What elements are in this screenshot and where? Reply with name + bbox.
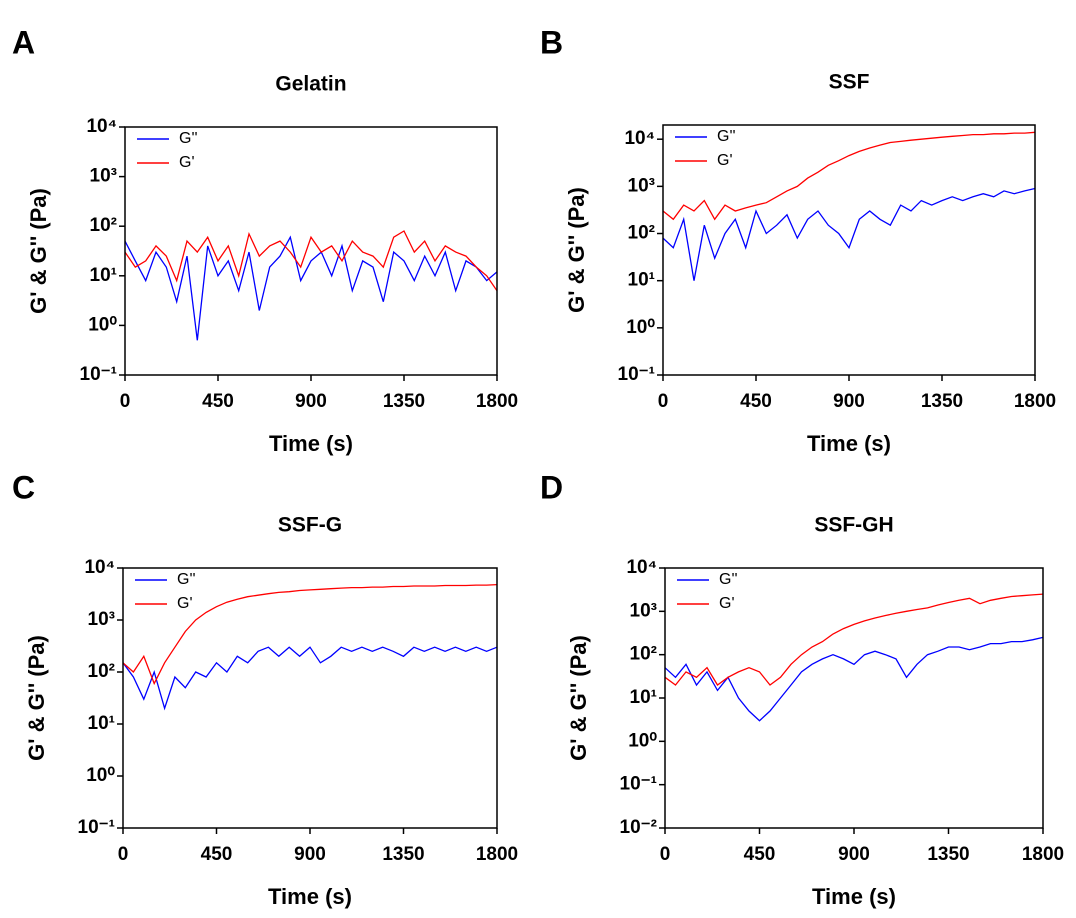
y-axis-label: G' & G'' (Pa): [566, 635, 591, 761]
x-tick-label: 450: [201, 844, 233, 865]
x-tick-label: 1350: [382, 844, 424, 865]
y-tick-label: 10⁻¹: [78, 817, 116, 838]
plot-frame: [122, 567, 498, 829]
panel-label: C: [12, 469, 35, 505]
x-tick-label: 900: [838, 844, 870, 865]
panel-label: D: [540, 469, 563, 505]
data-line: [664, 636, 1044, 722]
chart-title: Gelatin: [275, 73, 346, 96]
x-tick-label: 1350: [383, 391, 425, 412]
y-tick-label: 10⁻²: [620, 817, 658, 838]
data-line: [124, 235, 498, 341]
y-tick-label: 10²: [628, 223, 655, 244]
x-axis-label: Time (s): [812, 884, 896, 909]
plot-frame: [664, 567, 1044, 829]
legend-label: G': [177, 595, 193, 612]
x-tick-label: 1350: [927, 844, 969, 865]
legend-label: G'': [177, 571, 196, 588]
x-tick-label: 1800: [1014, 391, 1056, 412]
panel-label: A: [12, 24, 35, 60]
y-tick-label: 10⁴: [624, 128, 655, 149]
x-axis-label: Time (s): [269, 431, 353, 456]
panel-label: B: [540, 24, 563, 60]
legend-label: G'': [719, 571, 738, 588]
y-tick-label: 10³: [90, 166, 117, 187]
x-tick-label: 900: [294, 844, 326, 865]
legend-label: G': [179, 154, 195, 171]
y-axis-label: G' & G'' (Pa): [564, 187, 589, 313]
y-tick-label: 10¹: [90, 265, 117, 286]
y-tick-label: 10¹: [628, 270, 655, 291]
data-line: [664, 593, 1044, 686]
x-tick-label: 1800: [476, 391, 518, 412]
x-tick-label: 450: [744, 844, 776, 865]
x-tick-label: 1800: [476, 844, 518, 865]
y-tick-label: 10⁻¹: [620, 774, 658, 795]
chart-title: SSF-G: [278, 514, 342, 537]
x-tick-label: 0: [120, 391, 131, 412]
x-tick-label: 0: [118, 844, 129, 865]
y-tick-label: 10²: [88, 661, 115, 682]
y-tick-label: 10⁴: [626, 557, 657, 578]
x-tick-label: 1350: [921, 391, 963, 412]
plot-frame: [124, 126, 498, 376]
data-line: [662, 187, 1036, 281]
y-tick-label: 10⁰: [86, 765, 115, 786]
x-tick-label: 900: [833, 391, 865, 412]
x-tick-label: 0: [660, 844, 671, 865]
x-tick-label: 450: [202, 391, 234, 412]
data-line: [122, 646, 498, 711]
x-tick-label: 900: [295, 391, 327, 412]
y-tick-label: 10⁰: [628, 730, 657, 751]
legend-label: G'': [179, 130, 198, 147]
y-tick-label: 10³: [630, 600, 657, 621]
data-line: [124, 230, 498, 292]
y-axis-label: G' & G'' (Pa): [24, 635, 49, 761]
y-tick-label: 10¹: [630, 687, 657, 708]
x-axis-label: Time (s): [807, 431, 891, 456]
x-tick-label: 450: [740, 391, 772, 412]
y-tick-label: 10⁻¹: [80, 364, 118, 385]
y-tick-label: 10³: [88, 609, 115, 630]
x-tick-label: 1800: [1022, 844, 1064, 865]
y-tick-label: 10²: [630, 644, 657, 665]
y-axis-label: G' & G'' (Pa): [26, 188, 51, 314]
y-tick-label: 10¹: [88, 713, 115, 734]
y-tick-label: 10⁻¹: [618, 364, 656, 385]
y-tick-label: 10³: [628, 175, 655, 196]
data-line: [662, 131, 1036, 221]
x-tick-label: 0: [658, 391, 669, 412]
y-tick-label: 10²: [90, 215, 117, 236]
legend-label: G': [719, 595, 735, 612]
y-tick-label: 10⁴: [84, 557, 115, 578]
data-line: [122, 583, 498, 686]
legend-label: G': [717, 152, 733, 169]
y-tick-label: 10⁰: [88, 314, 117, 335]
y-tick-label: 10⁰: [626, 317, 655, 338]
plot-frame: [662, 124, 1036, 376]
x-axis-label: Time (s): [268, 884, 352, 909]
chart-title: SSF-GH: [814, 514, 893, 537]
legend-label: G'': [717, 128, 736, 145]
chart-title: SSF: [829, 71, 870, 94]
y-tick-label: 10⁴: [86, 116, 117, 137]
